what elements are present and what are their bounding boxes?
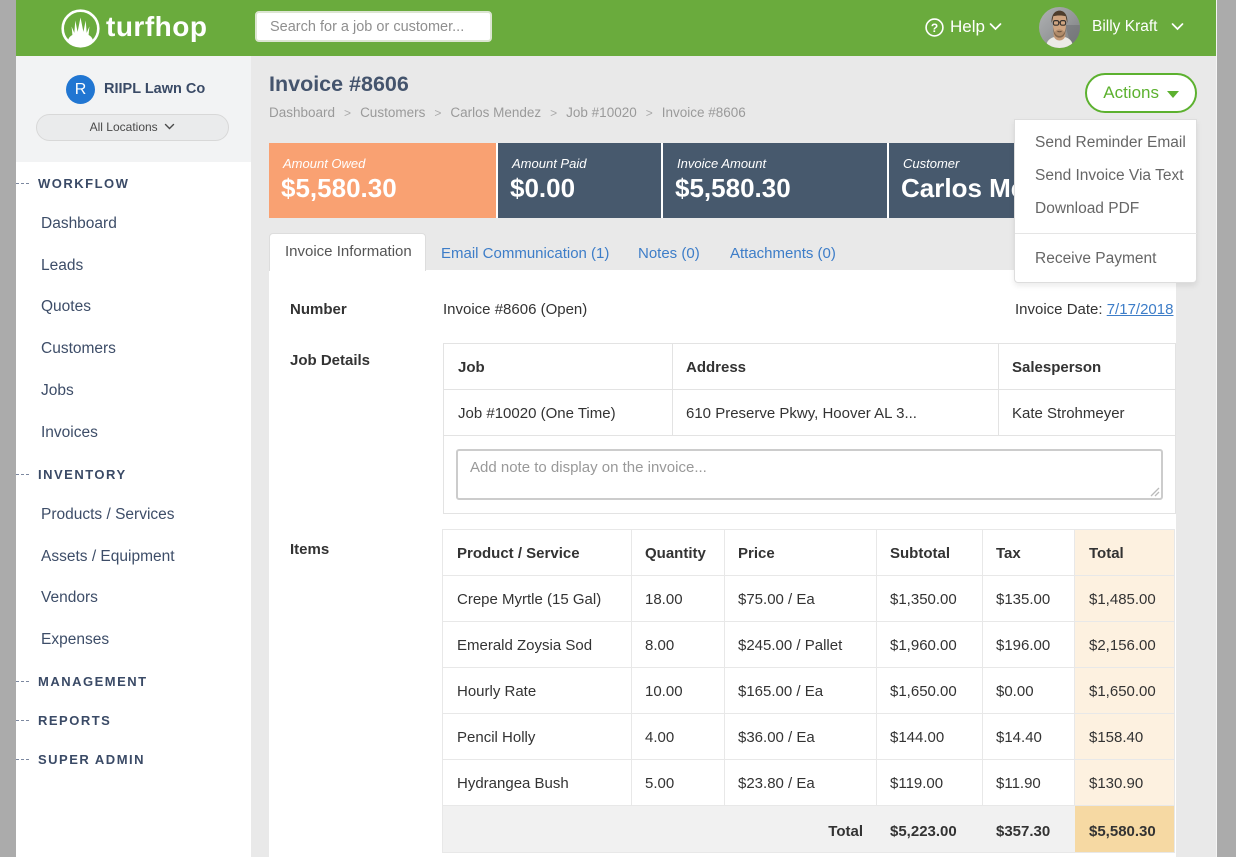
svg-text:?: ? xyxy=(931,21,938,35)
